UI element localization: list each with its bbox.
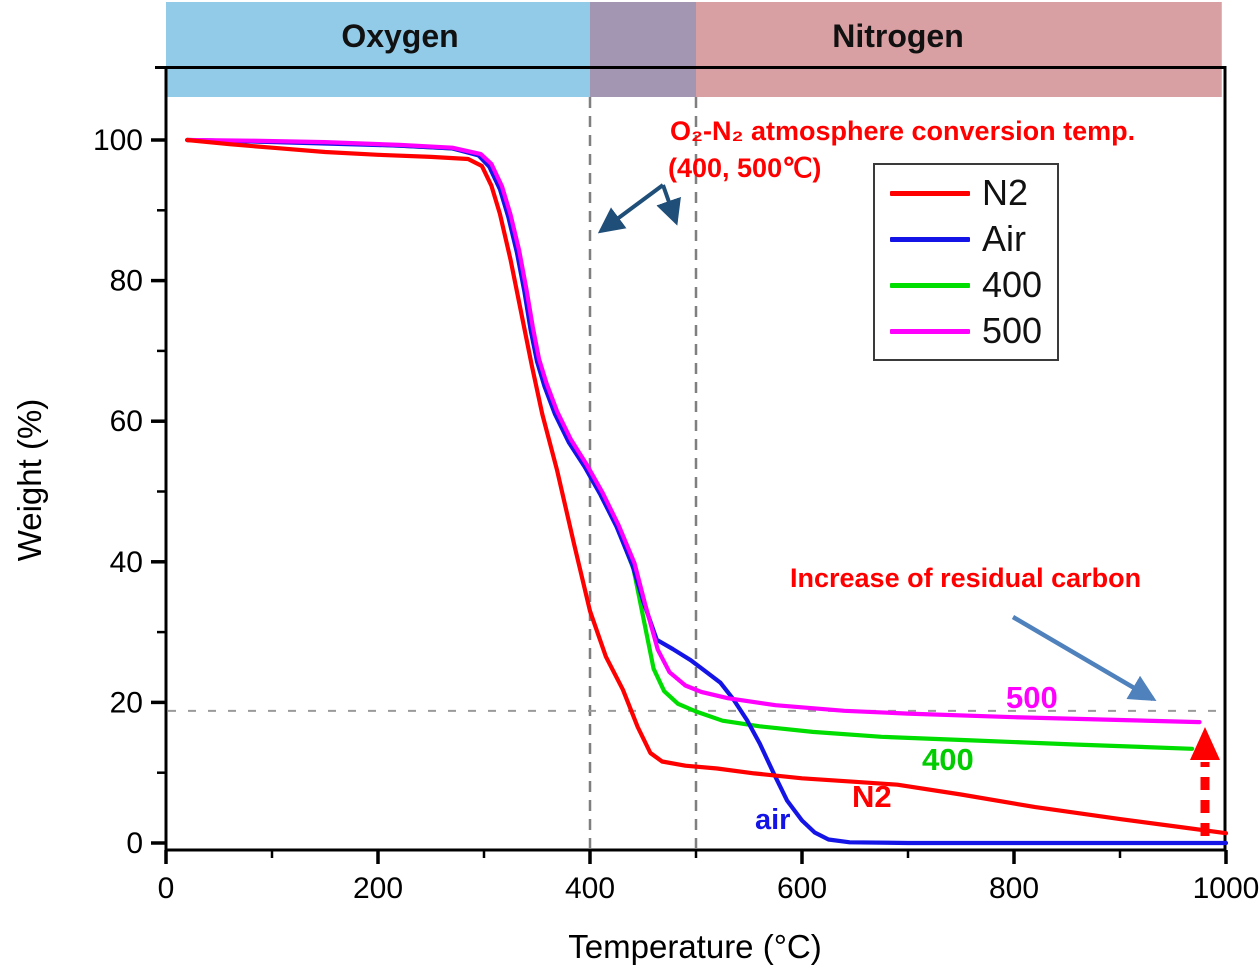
legend-label: 500 (982, 310, 1043, 351)
y-tick-label: 20 (110, 686, 143, 719)
conversion-arrow-to-500-line (656, 184, 681, 226)
conversion-temp-annotation-line1: O₂-N₂ atmosphere conversion temp. (670, 116, 1136, 146)
curve-label-N2: N2 (852, 779, 892, 814)
residual-carbon-annotation: Increase of residual carbon (790, 563, 1142, 593)
legend-line-swatch (890, 236, 970, 242)
plot-frame (155, 66, 1227, 852)
conversion-temp-annotation-line2: (400, 500℃) (668, 153, 822, 183)
series-N2 (185, 137, 1229, 836)
legend-item-Air: Air (875, 221, 1057, 257)
atmosphere-bands (166, 2, 1222, 97)
residual-carbon-arrow (1011, 615, 1157, 702)
legend-item-500: 500 (875, 313, 1057, 349)
oxygen-band-label: Oxygen (341, 18, 459, 54)
legend-item-N2: N2 (875, 175, 1057, 211)
legend-label: N2 (982, 172, 1029, 213)
x-tick-label: 800 (989, 872, 1039, 905)
curve-label-500: 500 (1006, 680, 1058, 715)
y-axis-title: Weight (%) (11, 398, 48, 562)
reference-dashed-lines (168, 97, 1224, 848)
legend-line-swatch (890, 282, 970, 288)
y-tick-label: 40 (110, 546, 143, 579)
residual-increase-up-arrow (1190, 727, 1220, 836)
curve-label-400: 400 (922, 742, 974, 777)
series-Air (185, 137, 1229, 846)
legend-label: 400 (982, 264, 1043, 305)
x-tick-label: 1000 (1193, 872, 1260, 905)
x-axis-title: Temperature (°C) (568, 928, 822, 965)
x-tick-label: 200 (353, 872, 403, 905)
nitrogen-band-label: Nitrogen (832, 18, 964, 54)
conversion-arrow-to-400-line (597, 183, 665, 234)
y-tick-label: 60 (110, 405, 143, 438)
y-tick-label: 80 (110, 265, 143, 298)
x-tick-label: 400 (565, 872, 615, 905)
y-tick-label: 100 (93, 124, 143, 157)
y-tick-label: 0 (126, 827, 143, 860)
legend-item-400: 400 (875, 267, 1057, 303)
legend-line-swatch (890, 190, 970, 196)
series-500 (185, 137, 1202, 725)
legend-line-swatch (890, 328, 970, 334)
legend-box: N2 Air 400 500 (873, 163, 1059, 361)
annotation-arrows (597, 183, 1220, 836)
curve-label-air: air (755, 804, 791, 836)
legend-label: Air (982, 218, 1026, 259)
x-tick-label: 0 (158, 872, 175, 905)
band-overlap (590, 2, 696, 97)
data-series (185, 137, 1229, 846)
axis-ticks: 0 200 400 600 800 1000 0 20 40 60 80 100 (93, 124, 1259, 905)
x-tick-label: 600 (777, 872, 827, 905)
